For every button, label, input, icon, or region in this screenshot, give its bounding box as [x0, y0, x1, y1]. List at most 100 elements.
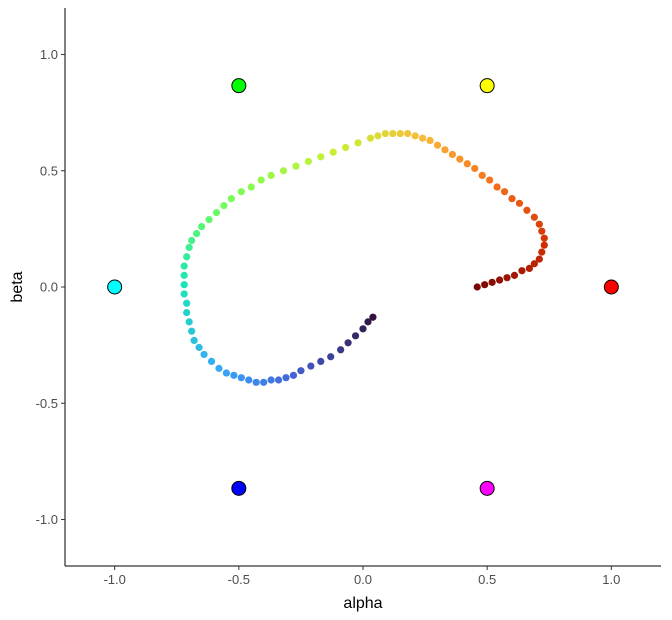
anchor-points [107, 78, 619, 496]
trajectory-point [535, 220, 543, 228]
trajectory-point [183, 253, 191, 261]
trajectory-point [289, 371, 298, 379]
trajectory-point [419, 134, 427, 142]
trajectory-point [493, 183, 501, 191]
trajectory-point [538, 248, 546, 256]
trajectory-point [267, 376, 275, 384]
trajectory-point [530, 260, 538, 268]
trajectory-point [495, 276, 504, 284]
trajectory-point [366, 134, 375, 142]
trajectory-point [183, 299, 191, 307]
trajectory-point [207, 357, 216, 365]
trajectory-point [200, 350, 208, 359]
y-axis-title: beta [9, 271, 26, 302]
trajectory-point [374, 132, 382, 140]
trajectory-point [193, 229, 201, 238]
trajectory-point [245, 376, 253, 384]
anchor-point [231, 480, 247, 496]
trajectory-point [433, 141, 442, 149]
trajectory-point [188, 327, 196, 335]
trajectory-point [404, 129, 412, 138]
trajectory-point [342, 143, 350, 152]
trajectory-point [369, 313, 377, 321]
trajectory-point [292, 162, 300, 170]
trajectory-point [183, 308, 191, 317]
trajectory-point [518, 267, 526, 275]
trajectory-point [351, 332, 360, 340]
trajectory-point [247, 183, 255, 191]
trajectory-point [188, 236, 196, 245]
trajectory-point [503, 274, 511, 282]
trajectory-point [274, 376, 283, 384]
trajectory-point [185, 318, 193, 326]
y-tick-label: -0.5 [36, 396, 58, 411]
trajectory-point [257, 176, 265, 184]
trajectory-point [500, 188, 509, 196]
trajectory-point [252, 378, 260, 386]
trajectory-point [488, 278, 496, 286]
trajectory-point [180, 271, 188, 279]
trajectory-point [448, 150, 456, 159]
trajectory-point [282, 374, 290, 382]
trajectory-point [486, 176, 494, 184]
trajectory-point [237, 374, 245, 382]
x-axis-ticks: -1.0 -0.5 0.0 0.5 1.0 [103, 566, 620, 587]
trajectory-point [471, 164, 479, 173]
y-tick-label: -1.0 [36, 512, 58, 527]
trajectory-point [190, 336, 198, 345]
trajectory-point [411, 132, 419, 140]
anchor-point [231, 78, 247, 94]
trajectory-point [337, 346, 345, 354]
trajectory-point [317, 153, 325, 161]
x-tick-label: -1.0 [103, 572, 125, 587]
trajectory-point [359, 325, 367, 333]
trajectory-point [222, 369, 231, 377]
x-tick-label: -0.5 [228, 572, 250, 587]
trajectory-point [279, 167, 288, 175]
trajectory-point [508, 195, 516, 203]
trajectory-point [230, 371, 238, 379]
x-axis-title: alpha [343, 595, 382, 612]
trajectory-point [478, 171, 486, 179]
trajectory-point [267, 171, 275, 179]
anchor-point [107, 279, 123, 295]
trajectory-point [307, 362, 315, 370]
y-tick-label: 0.5 [40, 163, 58, 178]
trajectory-point [426, 136, 434, 145]
trajectory-point [538, 227, 546, 235]
trajectory-point [535, 255, 543, 263]
trajectory-point [215, 364, 223, 372]
trajectory-point [456, 155, 464, 163]
trajectory-point [354, 139, 362, 147]
trajectory-point [205, 215, 213, 224]
trajectory-point [481, 281, 489, 289]
trajectory-point [540, 234, 548, 242]
trajectory-point [317, 357, 325, 365]
trajectory-point [510, 271, 519, 279]
trajectory-point [220, 202, 228, 210]
trajectory-point [180, 281, 188, 289]
trajectory-point [381, 129, 389, 138]
trajectory-point [515, 199, 524, 207]
trajectory-point [197, 222, 206, 231]
trajectory-point [180, 290, 188, 298]
trajectory-point [523, 206, 531, 214]
trajectory-point [327, 353, 335, 361]
x-tick-label: 0.5 [478, 572, 496, 587]
trajectory-point [441, 146, 449, 154]
trajectory-point [227, 195, 235, 203]
x-tick-label: 1.0 [602, 572, 620, 587]
y-tick-label: 0.0 [40, 280, 58, 295]
trajectory-point [260, 378, 268, 386]
trajectory-point [344, 339, 352, 347]
trajectory-point [530, 213, 538, 221]
trajectory-point [389, 129, 397, 138]
trajectory-point [329, 148, 337, 156]
trajectory-point [463, 160, 471, 168]
y-tick-label: 1.0 [40, 47, 58, 62]
x-tick-label: 0.0 [354, 572, 372, 587]
trajectory-point [396, 129, 404, 138]
anchor-point [603, 279, 619, 295]
trajectory-points [180, 129, 548, 386]
